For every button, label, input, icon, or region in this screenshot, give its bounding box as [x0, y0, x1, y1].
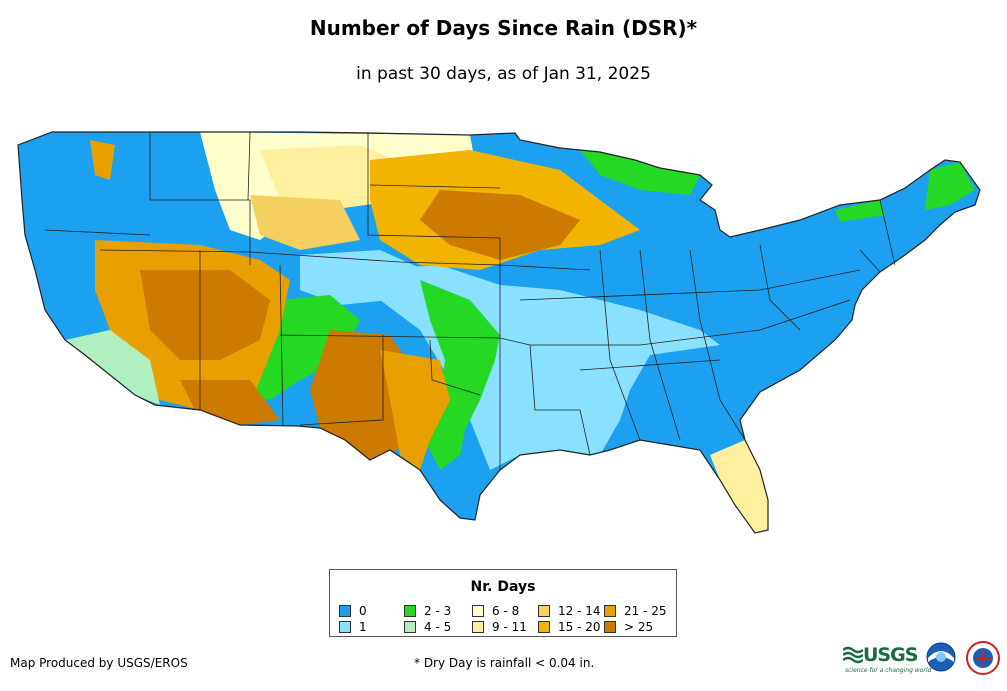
legend-item-2: 2 - 3 — [404, 604, 451, 618]
legend-swatch — [404, 604, 416, 617]
legend-title: Nr. Days — [470, 579, 536, 595]
zone-2-3-days-great-lakes — [580, 150, 700, 195]
usgs-wordmark: USGS — [863, 644, 918, 666]
zone-1-day-plains — [300, 250, 420, 305]
legend-item-3: 4 - 5 — [404, 620, 451, 634]
legend-label: > 25 — [624, 620, 654, 634]
legend-swatch — [538, 604, 550, 617]
legend-swatch — [472, 604, 484, 617]
legend-label: 12 - 14 — [558, 604, 601, 618]
us-dsr-map — [17, 131, 981, 534]
legend-swatch — [604, 604, 616, 617]
legend-label: 9 - 11 — [492, 620, 527, 634]
zone-2-3-days-ny — [835, 200, 885, 222]
zone-2-3-days-maine — [925, 162, 975, 210]
legend-swatch — [538, 620, 550, 633]
zone-over-25-days-northcentral — [420, 190, 580, 260]
legend-label: 21 - 25 — [624, 604, 667, 618]
map-subtitle: in past 30 days, as of Jan 31, 2025 — [356, 64, 651, 84]
legend-item-1: 1 — [339, 620, 367, 634]
legend: Nr. Days 0 1 2 - 3 4 - 5 6 - 8 9 - 11 12… — [329, 569, 677, 637]
legend-label: 4 - 5 — [424, 620, 452, 634]
zone-2-3-days-oklahoma-texas — [420, 280, 500, 470]
legend-label: 0 — [359, 604, 367, 618]
legend-label: 1 — [359, 620, 367, 634]
legend-item-4: 6 - 8 — [472, 604, 519, 618]
dry-day-note: * Dry Day is rainfall < 0.04 in. — [414, 656, 595, 670]
legend-swatch — [404, 620, 416, 633]
legend-item-9: > 25 — [604, 620, 653, 634]
legend-swatch — [339, 604, 351, 617]
state-boundaries — [44, 131, 896, 470]
zone-4-5-days-california — [65, 330, 160, 405]
zone-over-25-days-utah-az — [140, 270, 270, 360]
map-credit: Map Produced by USGS/EROS — [10, 656, 188, 670]
nws-logo-icon — [966, 641, 1000, 675]
agency-logos: USGS science for a changing world — [843, 640, 1007, 680]
usgs-tagline: science for a changing world — [845, 667, 932, 674]
legend-swatch — [339, 620, 351, 633]
noaa-logo-icon — [926, 642, 956, 672]
legend-item-5: 9 - 11 — [472, 620, 527, 634]
zone-9-11-days-florida — [710, 440, 768, 533]
legend-item-6: 12 - 14 — [538, 604, 601, 618]
legend-label: 6 - 8 — [492, 604, 520, 618]
legend-swatch — [472, 620, 484, 633]
zone-12-14-days-wyoming — [250, 195, 360, 250]
legend-label: 2 - 3 — [424, 604, 452, 618]
zone-over-25-days-arizona-south — [180, 380, 280, 425]
map-title: Number of Days Since Rain (DSR)* — [309, 16, 698, 40]
legend-item-7: 15 - 20 — [538, 620, 601, 634]
legend-swatch — [604, 620, 616, 633]
legend-item-8: 21 - 25 — [604, 604, 667, 618]
zone-21-25-days-montana — [90, 140, 115, 180]
legend-item-0: 0 — [339, 604, 367, 618]
usgs-wave-icon — [843, 646, 863, 664]
legend-label: 15 - 20 — [558, 620, 601, 634]
zone-2-3-days-new-mexico — [240, 295, 360, 400]
